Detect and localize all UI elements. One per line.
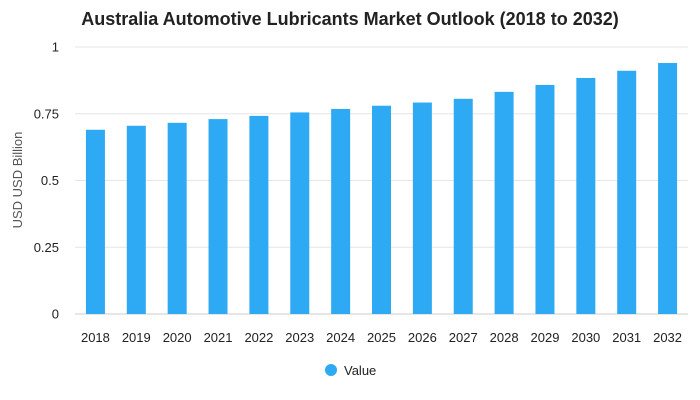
- bar-2020[interactable]: [167, 122, 187, 314]
- x-tick-label-2019: 2019: [122, 330, 151, 345]
- bar-2019[interactable]: [126, 125, 146, 314]
- bar-2018[interactable]: [85, 129, 105, 314]
- x-tick-label-2028: 2028: [490, 330, 519, 345]
- chart-title: Australia Automotive Lubricants Market O…: [81, 9, 618, 29]
- bar-2025[interactable]: [372, 105, 391, 315]
- bar-2026[interactable]: [412, 102, 432, 314]
- x-tick-label-2027: 2027: [449, 330, 478, 345]
- y-axis-title: USD USD Billion: [10, 132, 25, 229]
- y-tick-label: 0: [52, 307, 59, 322]
- bar-2032[interactable]: [658, 63, 678, 314]
- y-tick-label: 0.5: [41, 173, 59, 188]
- x-tick-label-2018: 2018: [81, 330, 110, 345]
- x-tick-label-2032: 2032: [653, 330, 682, 345]
- x-tick-label-2024: 2024: [326, 330, 355, 345]
- bar-2031[interactable]: [617, 70, 637, 314]
- legend-label-value[interactable]: Value: [344, 363, 376, 378]
- bar-2027[interactable]: [453, 98, 473, 314]
- x-tick-label-2030: 2030: [571, 330, 600, 345]
- x-axis-ticks: 2018 2019 2020 2021 2022 2023 2024 2025 2026 2027…: [81, 330, 682, 345]
- bar-2023[interactable]: [290, 112, 310, 314]
- legend[interactable]: Value: [325, 363, 376, 378]
- x-tick-label-2025: 2025: [367, 330, 396, 345]
- bars: [85, 63, 678, 315]
- legend-swatch-value[interactable]: [325, 364, 337, 376]
- x-tick-label-2031: 2031: [612, 330, 641, 345]
- x-tick-label-2023: 2023: [285, 330, 314, 345]
- x-tick-label-2029: 2029: [531, 330, 560, 345]
- y-tick-label: 0.75: [34, 106, 59, 121]
- bar-2029[interactable]: [535, 84, 555, 314]
- x-tick-label-2022: 2022: [244, 330, 273, 345]
- bar-2021[interactable]: [208, 119, 228, 314]
- x-tick-label-2026: 2026: [408, 330, 437, 345]
- y-tick-label: 0.25: [34, 240, 59, 255]
- bar-2024[interactable]: [331, 108, 351, 314]
- y-tick-label: 1: [52, 40, 59, 55]
- bar-2028[interactable]: [494, 91, 514, 314]
- bar-2030[interactable]: [576, 77, 596, 314]
- x-tick-label-2021: 2021: [204, 330, 233, 345]
- x-tick-label-2020: 2020: [163, 330, 192, 345]
- bar-2022[interactable]: [249, 115, 269, 314]
- y-axis-ticks: 0 0.25 0.5 0.75 1: [34, 40, 59, 322]
